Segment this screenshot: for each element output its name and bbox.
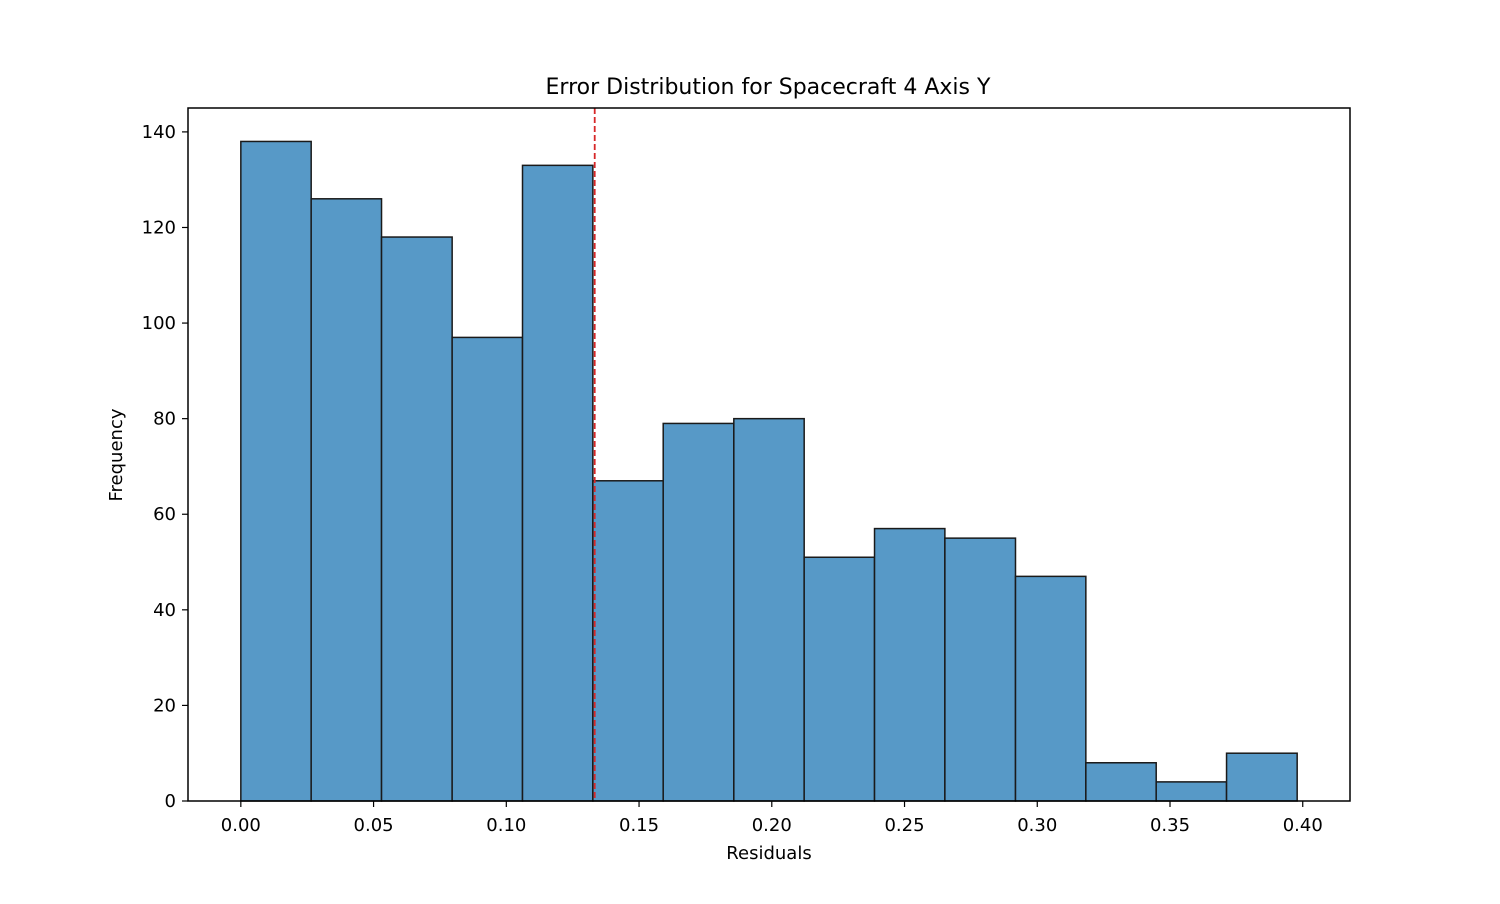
x-tick-label: 0.20 bbox=[752, 815, 792, 836]
histogram-bar bbox=[592, 480, 664, 802]
y-tick-label: 0 bbox=[165, 791, 176, 812]
histogram-bar bbox=[521, 164, 594, 802]
y-tick-label: 20 bbox=[153, 695, 176, 716]
bars-layer bbox=[240, 140, 1298, 802]
x-ticks: 0.00 0.05 0.10 0.15 0.20 0.25 0.30 0.35 0.40 bbox=[221, 801, 1323, 836]
y-ticks: 0 20 40 60 80 100 120 140 bbox=[142, 122, 188, 812]
y-tick-label: 100 bbox=[142, 313, 176, 334]
histogram-bar bbox=[240, 140, 312, 802]
y-tick-label: 40 bbox=[153, 600, 176, 621]
histogram-bar bbox=[873, 527, 946, 802]
x-tick-label: 0.15 bbox=[619, 815, 659, 836]
x-tick-label: 0.05 bbox=[354, 815, 394, 836]
histogram-bar bbox=[733, 417, 805, 802]
x-tick-label: 0.25 bbox=[884, 815, 924, 836]
x-tick-label: 0.35 bbox=[1150, 815, 1190, 836]
x-tick-label: 0.10 bbox=[486, 815, 526, 836]
y-tick-label: 60 bbox=[153, 504, 176, 525]
plot-frame bbox=[187, 107, 1351, 802]
histogram-bar bbox=[803, 556, 876, 802]
y-tick-label: 140 bbox=[142, 122, 176, 143]
y-tick-label: 120 bbox=[142, 217, 176, 238]
histogram-bar bbox=[944, 537, 1017, 802]
y-axis-label: Frequency bbox=[106, 408, 127, 501]
histogram-bar bbox=[662, 422, 735, 802]
histogram-bar bbox=[380, 236, 453, 802]
histogram-bar bbox=[1225, 752, 1298, 802]
x-tick-label: 0.00 bbox=[221, 815, 261, 836]
y-tick-label: 80 bbox=[153, 409, 176, 430]
histogram-bar bbox=[1155, 781, 1228, 802]
histogram-bar bbox=[1085, 762, 1157, 802]
x-tick-label: 0.30 bbox=[1017, 815, 1057, 836]
histogram-bar bbox=[1014, 575, 1087, 802]
x-tick-label: 0.40 bbox=[1283, 815, 1323, 836]
histogram-bar bbox=[451, 336, 524, 802]
x-axis-label: Residuals bbox=[726, 843, 811, 864]
chart-title: Error Distribution for Spacecraft 4 Axis… bbox=[546, 75, 991, 100]
histogram-bar bbox=[310, 198, 383, 802]
